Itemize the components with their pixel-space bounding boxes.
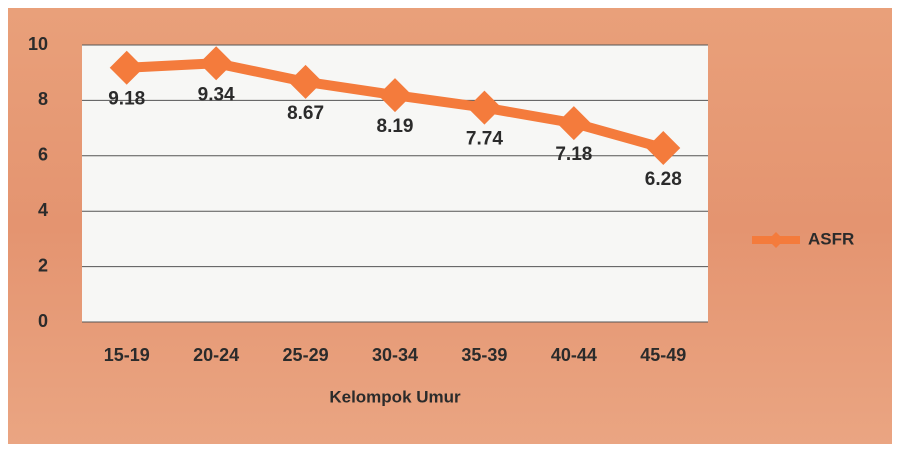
chart: Kelompok Umur 0 2 4 6 8 10 15-19 20-24 25-29 30-3… [0,0,899,449]
x-tick-label: 30-34 [372,345,418,365]
data-label: 8.67 [287,103,324,124]
data-label: 7.18 [555,144,592,165]
data-label: 7.74 [466,129,503,150]
x-tick-label: 15-19 [104,345,150,365]
y-tick-label: 2 [38,255,48,275]
y-tick-label: 8 [38,89,48,109]
legend-label: ASFR [808,229,854,248]
data-label: 9.18 [108,89,145,110]
y-tick-label: 10 [28,34,48,54]
x-tick-label: 20-24 [193,345,239,365]
x-tick-label: 35-39 [461,345,507,365]
y-tick-label: 0 [38,311,48,331]
data-label: 8.19 [377,116,414,137]
data-label: 9.34 [198,84,235,105]
x-tick-label: 25-29 [283,345,329,365]
data-label: 6.28 [645,169,682,190]
y-tick-label: 4 [38,200,48,220]
x-axis-label: Kelompok Umur [329,387,461,406]
y-tick-label: 6 [38,145,48,165]
x-tick-label: 45-49 [640,345,686,365]
x-tick-label: 40-44 [551,345,597,365]
